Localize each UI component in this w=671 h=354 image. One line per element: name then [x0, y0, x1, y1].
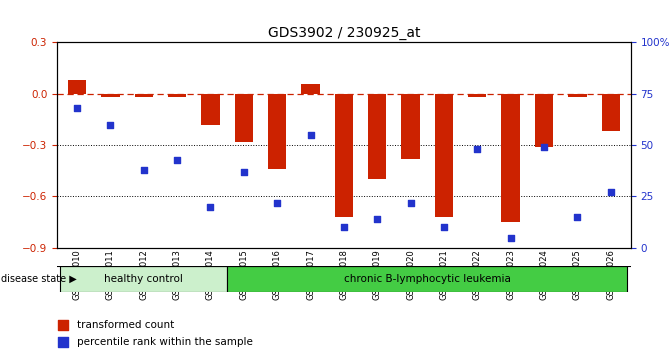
Title: GDS3902 / 230925_at: GDS3902 / 230925_at	[268, 26, 420, 40]
Bar	[268, 94, 287, 169]
Point	[572, 214, 582, 220]
Bar	[235, 94, 253, 142]
Bar	[60, 266, 227, 292]
Point	[472, 147, 482, 152]
Bar	[368, 94, 386, 179]
Text: percentile rank within the sample: percentile rank within the sample	[77, 337, 253, 347]
Point	[391, 250, 401, 255]
Bar	[168, 94, 187, 97]
Bar	[401, 94, 420, 159]
Point	[105, 122, 116, 127]
Point	[372, 216, 382, 222]
Bar	[301, 84, 319, 94]
Point	[505, 235, 516, 240]
Text: chronic B-lymphocytic leukemia: chronic B-lymphocytic leukemia	[344, 274, 511, 284]
Bar	[135, 94, 153, 97]
Bar	[535, 94, 553, 147]
Bar	[568, 94, 586, 97]
Text: transformed count: transformed count	[77, 320, 174, 330]
Point	[439, 224, 450, 230]
Bar	[227, 266, 627, 292]
Point	[72, 105, 83, 111]
Point	[138, 167, 149, 173]
Point	[272, 200, 282, 205]
Point	[539, 144, 550, 150]
Point	[305, 132, 316, 138]
Point	[238, 169, 249, 175]
Point	[172, 157, 183, 162]
Point	[405, 200, 416, 205]
Bar	[501, 94, 520, 222]
Bar	[201, 94, 219, 125]
Bar	[68, 80, 86, 94]
Point	[605, 189, 616, 195]
Text: disease state ▶: disease state ▶	[1, 274, 77, 284]
Bar	[435, 94, 453, 217]
Text: healthy control: healthy control	[104, 274, 183, 284]
Bar	[602, 94, 620, 131]
Point	[205, 204, 216, 210]
Point	[391, 98, 401, 104]
Bar	[335, 94, 353, 217]
Point	[338, 224, 349, 230]
Bar	[101, 94, 119, 97]
Bar	[468, 94, 486, 97]
